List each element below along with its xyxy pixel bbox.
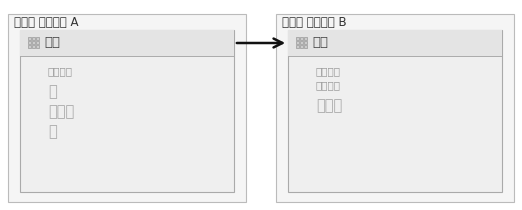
Bar [304,41,307,44]
Bar [300,41,303,44]
Bar [32,41,35,44]
Text: 年: 年 [48,124,57,139]
Text: 日付: 日付 [45,37,61,50]
Bar [28,41,31,44]
Text: 四半期: 四半期 [48,104,74,119]
Bar [35,45,39,48]
Text: 日付キー: 日付キー [316,66,341,76]
Bar [276,14,514,202]
Bar [300,37,303,40]
Text: ソース グループ A: ソース グループ A [14,16,78,29]
Bar [288,30,502,192]
Bar [32,45,35,48]
Bar [304,37,307,40]
Bar [296,41,299,44]
Text: 売上: 売上 [313,37,329,50]
Text: 製品キー: 製品キー [316,80,341,90]
Bar [296,45,299,48]
Bar [288,30,502,56]
Bar [20,30,234,56]
Bar [35,37,39,40]
Bar [304,45,307,48]
Bar [32,37,35,40]
Bar [8,14,246,202]
Text: 売上高: 売上高 [316,98,342,113]
Bar [35,41,39,44]
Text: ソース グループ B: ソース グループ B [282,16,347,29]
Text: 日付キー: 日付キー [48,66,73,76]
Text: 月: 月 [48,84,57,99]
Bar [28,37,31,40]
Bar [300,45,303,48]
Bar [296,37,299,40]
Bar [20,30,234,192]
Bar [28,45,31,48]
